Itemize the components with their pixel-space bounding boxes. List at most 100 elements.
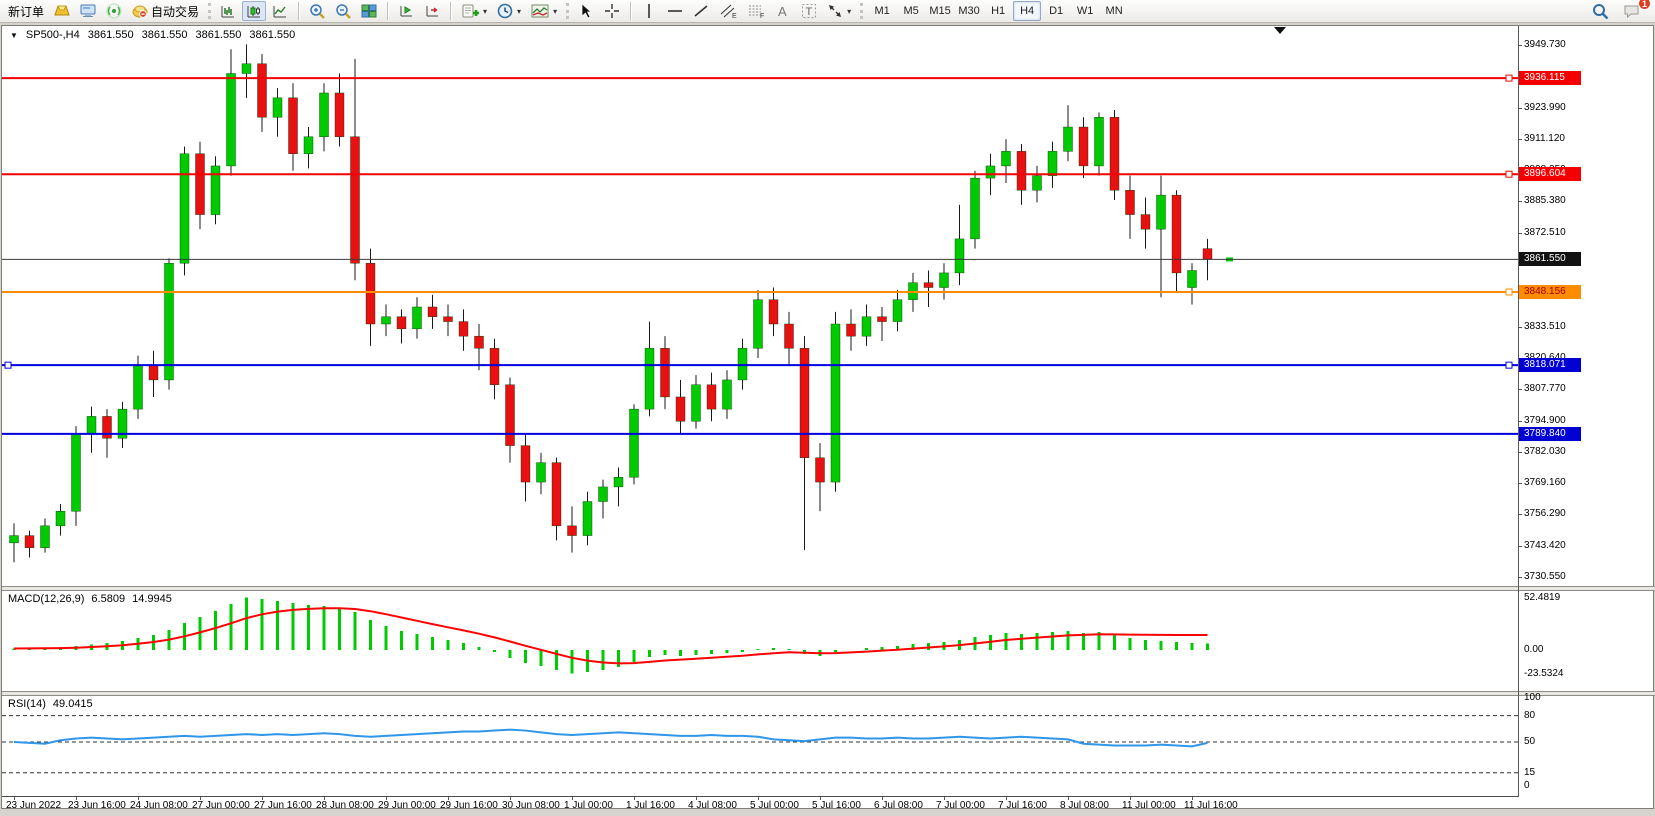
timeframe-h4-button[interactable]: H4 (1013, 1, 1042, 21)
candle-up (272, 97, 283, 118)
hline-handle[interactable] (1505, 288, 1513, 296)
cursor-button[interactable] (574, 1, 598, 21)
macd-indicator-pane[interactable] (2, 591, 1518, 691)
text-label-button[interactable]: T (797, 1, 821, 21)
terminal-button[interactable] (76, 1, 100, 21)
auto-scroll-icon (398, 4, 414, 18)
timeframe-mn-button[interactable]: MN (1105, 5, 1123, 17)
time-axis-label: 4 Jul 08:00 (688, 800, 737, 811)
periods-button[interactable]: ▾ (493, 1, 525, 21)
candle-up (1032, 175, 1042, 191)
macd-scale-min: -23.5324 (1524, 667, 1564, 679)
chart-shift-button[interactable] (420, 1, 444, 21)
fibonacci-button[interactable]: F (743, 1, 769, 21)
candle-up (55, 511, 66, 527)
toolbar-grip (566, 3, 570, 19)
rsi-scale-100: 100 (1524, 692, 1541, 703)
svg-text:F: F (760, 13, 764, 19)
vertical-line-icon (642, 3, 656, 19)
rsi-scale-0: 0 (1524, 780, 1530, 791)
time-axis-label: 28 Jun 08:00 (316, 800, 374, 811)
main-toolbar: 新订单 自动交易 (0, 0, 1655, 23)
candle-down (784, 323, 794, 349)
candle-up (582, 501, 593, 536)
candle-up (691, 384, 701, 422)
candle-down (551, 462, 562, 527)
search-button[interactable] (1588, 1, 1613, 21)
timeframe-m30-button[interactable]: M30 (958, 5, 980, 17)
one-click-trading-toggle[interactable]: ▼ (10, 30, 18, 40)
hline-handle[interactable] (1505, 170, 1513, 178)
candle-down (257, 63, 267, 118)
time-axis-tick (1068, 797, 1069, 800)
macd-main-value: 6.5809 (91, 593, 126, 605)
timeframe-w1-button[interactable]: W1 (1076, 5, 1094, 17)
candle-down (1202, 248, 1213, 260)
timeframe-m1-button[interactable]: M1 (874, 5, 890, 17)
trendline-button[interactable] (689, 1, 713, 21)
candle-up (1001, 151, 1011, 167)
rsi-indicator-pane[interactable] (2, 696, 1518, 796)
arrows-button[interactable]: ▾ (823, 1, 855, 21)
tile-windows-button[interactable] (357, 1, 381, 21)
timeframe-h1-button[interactable]: H1 (991, 5, 1006, 17)
pane-splitter[interactable] (2, 691, 1655, 696)
time-axis-tick (572, 797, 573, 800)
candlestick-chart-button[interactable] (242, 1, 267, 21)
monitor-icon (80, 4, 96, 18)
candle-up (1187, 270, 1197, 288)
equidistant-channel-button[interactable]: E (715, 1, 741, 21)
autotrading-button[interactable]: 自动交易 (128, 1, 203, 21)
vertical-line-button[interactable] (637, 1, 661, 21)
candle-up (210, 165, 221, 215)
candle-up (753, 299, 763, 349)
indicators-icon (531, 4, 549, 18)
chart-shift-marker-icon[interactable] (1274, 27, 1286, 34)
gold-bar-button[interactable] (50, 1, 74, 21)
bar-chart-button[interactable] (216, 1, 240, 21)
candle-down (660, 348, 670, 398)
candle-down (334, 92, 345, 137)
candle-down (1171, 194, 1182, 274)
chart-window[interactable]: ▼ SP500-,H4 3861.550 3861.550 3861.550 3… (1, 25, 1655, 811)
hline-handle[interactable] (1505, 74, 1513, 82)
time-axis-label: 8 Jul 08:00 (1060, 800, 1109, 811)
chevron-down-icon: ▾ (483, 6, 488, 16)
toolbar-separator (450, 2, 452, 20)
search-icon (1592, 3, 1609, 20)
main-price-chart[interactable] (2, 26, 1518, 586)
candle-down (350, 136, 360, 264)
candle-up (1063, 126, 1073, 152)
timeframe-m5-button[interactable]: M5 (903, 5, 919, 17)
zoom-out-button[interactable] (331, 1, 355, 21)
time-axis-tick (882, 797, 883, 800)
timeframe-d1-button[interactable]: D1 (1049, 5, 1064, 17)
time-axis-tick (820, 797, 821, 800)
new-order-button[interactable]: 新订单 (4, 1, 48, 21)
hline-handle[interactable] (4, 361, 12, 369)
time-axis[interactable] (2, 796, 1518, 813)
crosshair-button[interactable] (600, 1, 624, 21)
cursor-icon (579, 3, 593, 19)
new-chart-button[interactable]: ▾ (457, 1, 491, 21)
time-axis-label: 11 Jul 00:00 (1122, 800, 1176, 811)
time-axis-label: 6 Jul 08:00 (874, 800, 923, 811)
pane-splitter[interactable] (2, 586, 1655, 591)
rsi-label: RSI(14) 49.0415 (8, 698, 93, 710)
candle-down (1078, 126, 1089, 167)
y-axis-tick: 3730.550 (1518, 571, 1566, 583)
horizontal-line-button[interactable] (663, 1, 687, 21)
zoom-in-button[interactable] (305, 1, 329, 21)
timeframe-m15-button[interactable]: M15 (929, 5, 951, 17)
quote-low: 3861.550 (195, 29, 242, 41)
time-axis-label: 11 Jul 16:00 (1184, 800, 1238, 811)
line-chart-button[interactable] (268, 1, 292, 21)
indicators-button[interactable]: ▾ (527, 1, 561, 21)
signal-button[interactable] (102, 1, 126, 21)
text-button[interactable]: A (771, 1, 795, 21)
rsi-scale-50: 50 (1524, 736, 1536, 747)
hline-handle[interactable] (1505, 361, 1513, 369)
notifications-button[interactable]: 1 (1619, 0, 1651, 21)
auto-scroll-button[interactable] (394, 1, 418, 21)
macd-scale-zero: 0.00 (1524, 644, 1544, 655)
